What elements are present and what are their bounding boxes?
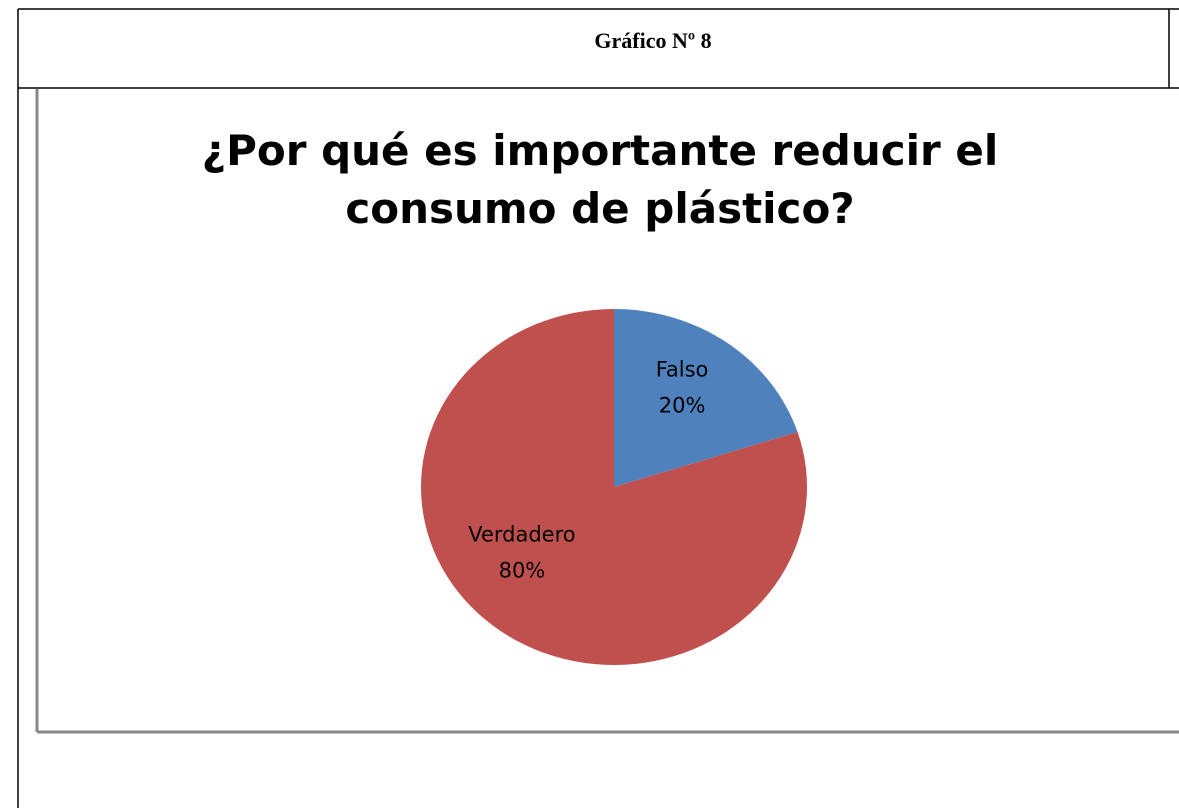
slice-value-label: 20% <box>659 394 706 418</box>
pie-slice <box>420 309 807 666</box>
pie-slice <box>614 309 798 487</box>
slice-category-label: Verdadero <box>468 522 575 546</box>
slice-value-label: 80% <box>499 558 546 582</box>
header-title: Gráfico Nº 8 <box>594 28 712 53</box>
slice-category-label: Falso <box>656 358 709 382</box>
chart-title: ¿Por qué es importante reducir el consum… <box>201 126 999 233</box>
